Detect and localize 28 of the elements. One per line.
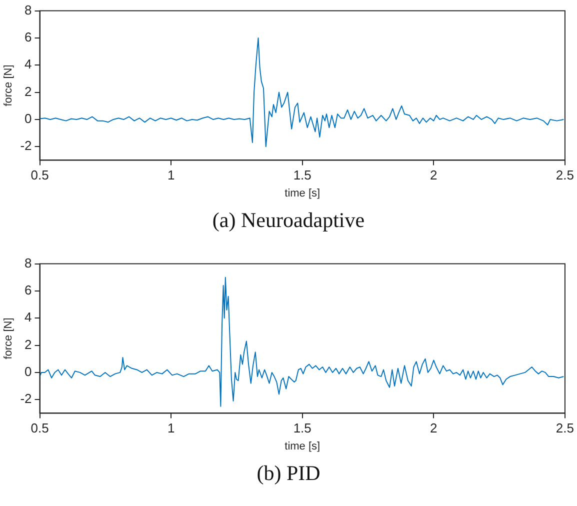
y-tick-label: 2 (24, 84, 32, 99)
y-tick-label: -2 (20, 391, 32, 406)
x-tick-label: 1 (167, 420, 175, 436)
y-tick-label: 0 (24, 111, 32, 126)
x-tick-label: 1.5 (293, 168, 312, 183)
y-tick-label: 6 (24, 30, 32, 45)
y-tick-label: 4 (24, 56, 32, 72)
x-axis-title: time [s] (284, 440, 320, 452)
y-tick-label: 6 (24, 282, 32, 298)
x-tick-label: 2 (430, 168, 438, 183)
y-tick-label: 8 (24, 2, 32, 18)
y-tick-label: 4 (24, 310, 32, 325)
x-axis-title: time [s] (284, 187, 320, 200)
y-tick-label: 0 (24, 364, 32, 380)
text: (b) PID (256, 461, 322, 486)
y-axis-title: force [N] (2, 64, 15, 106)
x-tick-label: 1 (167, 168, 175, 183)
y-tick-label: -2 (20, 138, 32, 154)
x-tick-label: 0.5 (30, 168, 49, 183)
x-tick-label: 2.5 (556, 168, 574, 183)
text: (a) Neuroadaptive (211, 208, 366, 233)
x-tick-label: 2.5 (556, 420, 574, 436)
y-tick-label: 8 (24, 255, 32, 270)
y-axis-title: force [N] (2, 318, 15, 360)
y-tick-label: 2 (24, 336, 32, 352)
x-tick-label: 0.5 (30, 420, 49, 436)
x-tick-label: 1.5 (293, 420, 312, 436)
x-tick-label: 2 (430, 420, 438, 436)
